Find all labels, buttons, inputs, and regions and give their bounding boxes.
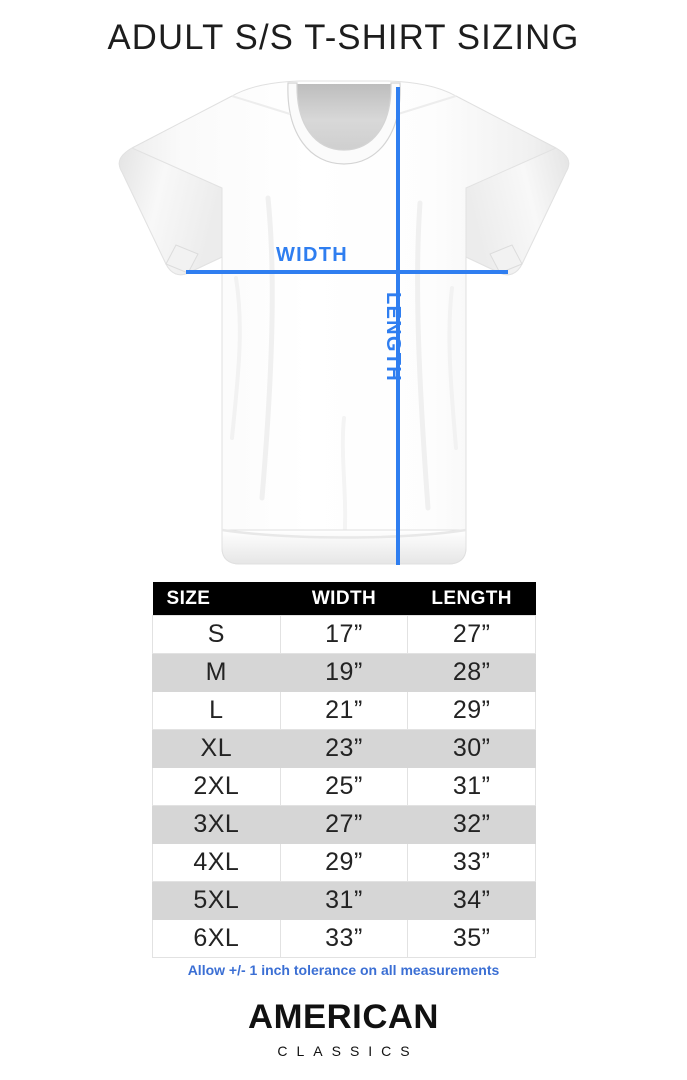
width-label: WIDTH — [276, 244, 349, 266]
cell-size: L — [152, 691, 281, 730]
table-header: SIZE WIDTH LENGTH — [152, 582, 536, 616]
page-title: ADULT S/S T-SHIRT SIZING — [107, 18, 580, 57]
cell-width: 33” — [279, 919, 409, 958]
cell-size: 3XL — [152, 805, 281, 844]
tshirt-illustration-icon — [118, 80, 570, 565]
table-row: 3XL 27” 32” — [152, 805, 536, 844]
cell-length: 33” — [407, 843, 536, 882]
cell-length: 31” — [407, 767, 536, 806]
table-row: 6XL 33” 35” — [152, 919, 536, 958]
cell-length: 27” — [407, 615, 536, 654]
table-row: 5XL 31” 34” — [152, 881, 536, 920]
column-header-width: WIDTH — [280, 582, 408, 616]
cell-length: 30” — [407, 729, 536, 768]
cell-width: 19” — [279, 653, 409, 692]
cell-length: 34” — [407, 881, 536, 920]
table-header-row: SIZE WIDTH LENGTH — [152, 582, 536, 616]
cell-size: 4XL — [152, 843, 281, 882]
cell-width: 31” — [279, 881, 409, 920]
column-header-size: SIZE — [152, 582, 281, 616]
cell-width: 21” — [279, 691, 409, 730]
width-measurement-line — [186, 270, 508, 274]
cell-size: 5XL — [152, 881, 281, 920]
table-row: 2XL 25” 31” — [152, 767, 536, 806]
cell-size: XL — [152, 729, 281, 768]
cell-size: 2XL — [152, 767, 281, 806]
table-body: S 17” 27” M 19” 28” L 21” 29” XL 23” 30”… — [152, 615, 536, 958]
cell-width: 27” — [279, 805, 409, 844]
column-header-length: LENGTH — [407, 582, 536, 616]
table-row: 4XL 29” 33” — [152, 843, 536, 882]
cell-length: 32” — [407, 805, 536, 844]
tshirt-diagram: WIDTH LENGTH — [0, 78, 687, 573]
brand-name-primary: AMERICAN — [248, 998, 439, 1036]
brand-name-secondary: CLASSICS — [277, 1042, 419, 1059]
cell-width: 17” — [279, 615, 409, 654]
cell-width: 29” — [279, 843, 409, 882]
brand-logo: AMERICAN CLASSICS — [0, 998, 687, 1059]
table-row: S 17” 27” — [152, 615, 536, 654]
tolerance-note: Allow +/- 1 inch tolerance on all measur… — [187, 962, 500, 978]
cell-width: 23” — [279, 729, 409, 768]
cell-size: S — [152, 615, 281, 654]
cell-length: 29” — [407, 691, 536, 730]
cell-length: 35” — [407, 919, 536, 958]
length-measurement-line — [396, 87, 400, 565]
size-chart-table: SIZE WIDTH LENGTH S 17” 27” M 19” 28” L … — [152, 582, 536, 958]
length-label: LENGTH — [382, 292, 404, 383]
cell-size: M — [152, 653, 281, 692]
cell-length: 28” — [407, 653, 536, 692]
table-row: XL 23” 30” — [152, 729, 536, 768]
table-row: M 19” 28” — [152, 653, 536, 692]
table-row: L 21” 29” — [152, 691, 536, 730]
cell-size: 6XL — [152, 919, 281, 958]
cell-width: 25” — [279, 767, 409, 806]
